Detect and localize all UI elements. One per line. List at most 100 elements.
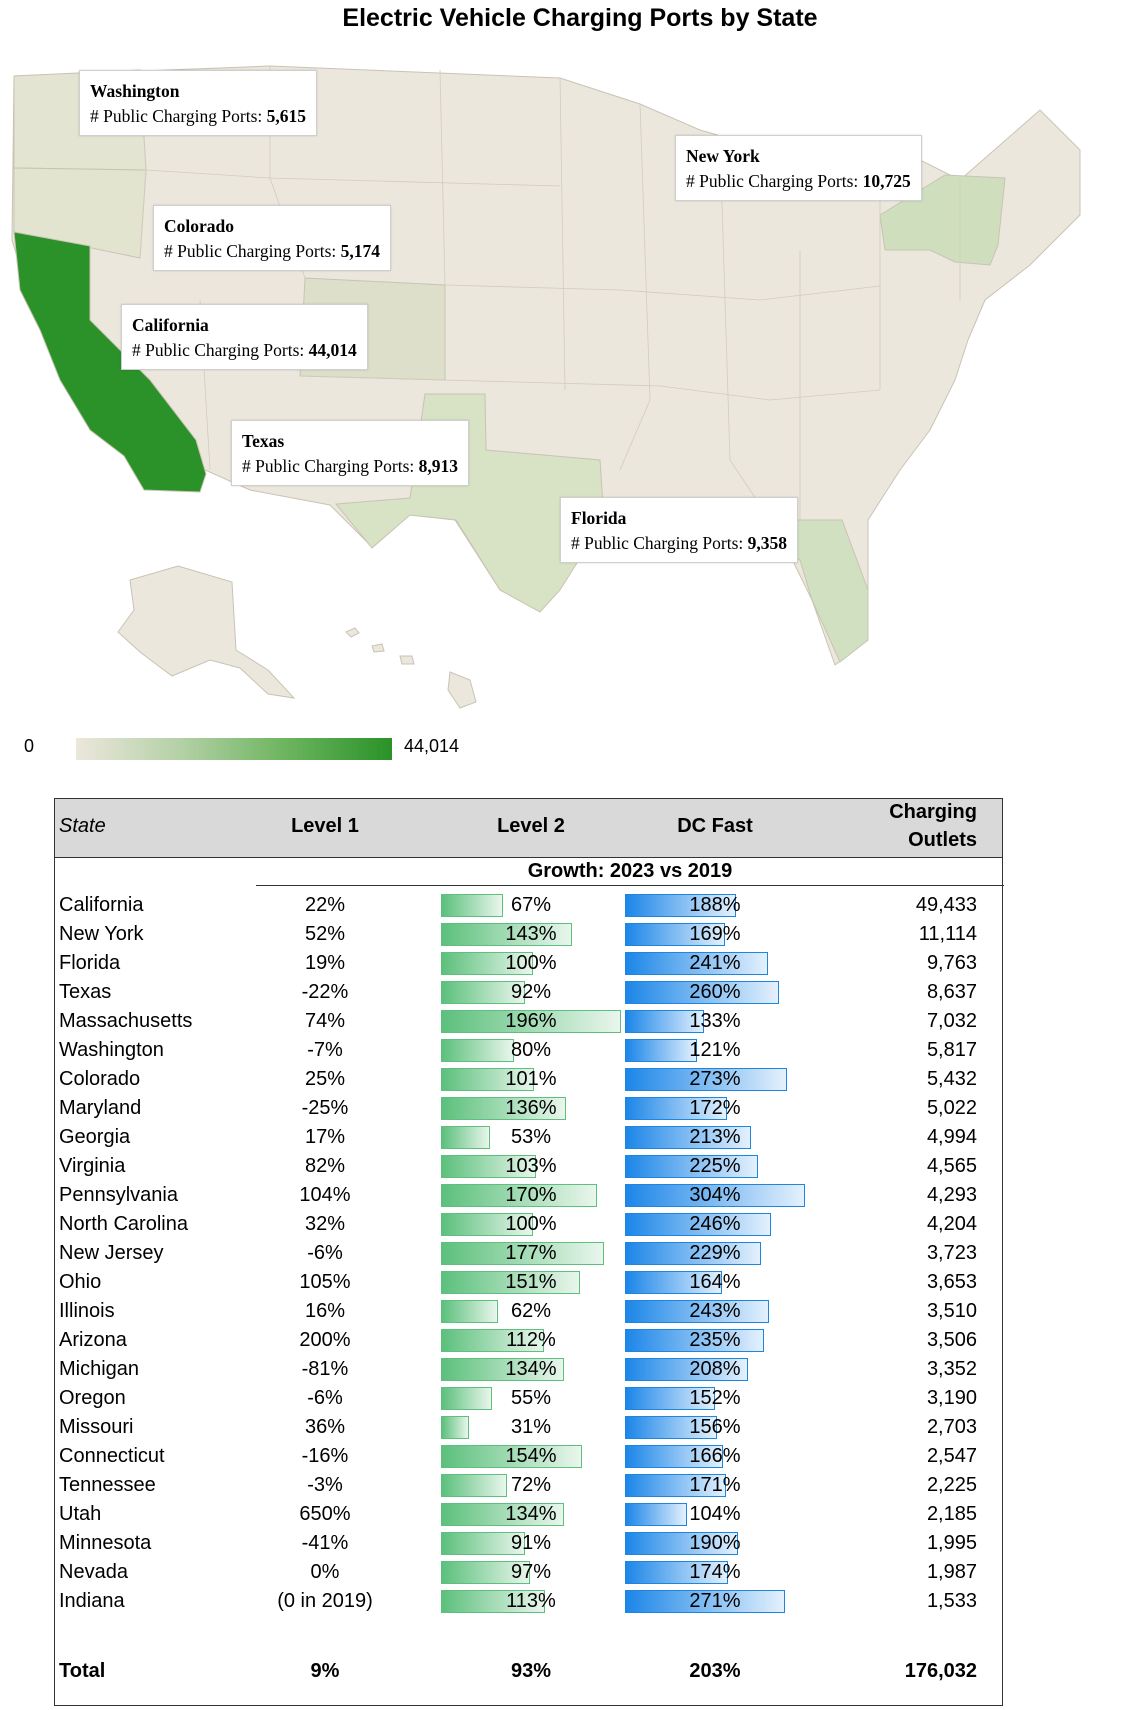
row-state: Texas <box>59 981 112 1003</box>
row-outlets: 2,225 <box>926 1474 977 1496</box>
level2-bar <box>441 981 526 1004</box>
row-level1: -7% <box>307 1039 343 1061</box>
total-level2-cell: 93% <box>441 1657 621 1686</box>
level2-value: 53% <box>510 1126 552 1148</box>
table-row: Virginia 82% 103% 225% 4,565 <box>55 1152 1002 1181</box>
dcfast-bar <box>625 1184 805 1207</box>
level2-bar <box>441 1039 515 1062</box>
row-level1: -3% <box>307 1474 343 1496</box>
dcfast-bar <box>625 1561 729 1584</box>
callout-california: California # Public Charging Ports: 44,0… <box>121 304 368 370</box>
map-state-border <box>439 69 446 286</box>
total-dcfast: 203% <box>689 1660 741 1682</box>
legend-max-label: 44,014 <box>404 736 460 756</box>
row-dcfast-cell: 260% <box>625 978 805 1007</box>
table-row: Utah 650% 134% 104% 2,185 <box>55 1500 1002 1529</box>
row-state: Tennessee <box>59 1474 156 1496</box>
row-state: Ohio <box>59 1271 102 1293</box>
row-level1: 200% <box>299 1329 351 1351</box>
callout-label: # Public Charging Ports: <box>164 241 337 261</box>
row-level2-cell: 136% <box>441 1094 621 1123</box>
level2-value: 112% <box>506 1329 556 1351</box>
table-row: Michigan -81% 134% 208% 3,352 <box>55 1355 1002 1384</box>
row-outlets: 2,703 <box>926 1416 977 1438</box>
map-state-border <box>619 103 651 471</box>
total-level1: 9% <box>310 1660 340 1682</box>
table-row: Washington -7% 80% 121% 5,817 <box>55 1036 1002 1065</box>
row-level2-cell: 177% <box>441 1239 621 1268</box>
row-dcfast-cell: 164% <box>625 1268 805 1297</box>
row-state: New Jersey <box>59 1242 164 1264</box>
total-label: Total <box>59 1660 106 1682</box>
row-level1: 105% <box>299 1271 351 1293</box>
header-dcfast: DC Fast <box>677 815 753 837</box>
header-level2: Level 2 <box>497 815 565 837</box>
dcfast-bar <box>625 1068 787 1091</box>
table-row: North Carolina 32% 100% 246% 4,204 <box>55 1210 1002 1239</box>
row-outlets: 8,637 <box>926 981 977 1003</box>
table-row: Connecticut -16% 154% 166% 2,547 <box>55 1442 1002 1471</box>
row-state: Massachusetts <box>59 1010 193 1032</box>
level2-bar <box>441 1532 525 1555</box>
level2-value: 31% <box>510 1416 552 1438</box>
dcfast-value: 246% <box>689 1213 741 1235</box>
level2-bar <box>441 1474 508 1497</box>
dcfast-bar <box>625 1590 786 1613</box>
row-outlets: 1,987 <box>926 1561 977 1583</box>
dcfast-value: 121% <box>689 1039 741 1061</box>
row-level2-cell: 100% <box>441 1210 621 1239</box>
level2-value: 91% <box>510 1532 552 1554</box>
row-level1: 25% <box>304 1068 346 1090</box>
row-level2-cell: 103% <box>441 1152 621 1181</box>
row-level2-cell: 170% <box>441 1181 621 1210</box>
row-dcfast-cell: 190% <box>625 1529 805 1558</box>
row-outlets: 1,533 <box>926 1590 977 1612</box>
level2-value: 67% <box>510 894 552 916</box>
legend-gradient-bar <box>76 738 392 760</box>
row-dcfast-cell: 171% <box>625 1471 805 1500</box>
dcfast-bar <box>625 1271 723 1294</box>
row-dcfast-cell: 208% <box>625 1355 805 1384</box>
row-state: Virginia <box>59 1155 126 1177</box>
row-dcfast-cell: 271% <box>625 1587 805 1616</box>
row-dcfast-cell: 225% <box>625 1152 805 1181</box>
dcfast-bar <box>625 1155 759 1178</box>
row-outlets: 2,547 <box>926 1445 977 1467</box>
table-row: Minnesota -41% 91% 190% 1,995 <box>55 1529 1002 1558</box>
callout-label: # Public Charging Ports: <box>686 171 859 191</box>
row-state: Oregon <box>59 1387 126 1409</box>
row-level2-cell: 67% <box>441 891 621 920</box>
level2-value: 177% <box>505 1242 557 1264</box>
table-row: Arizona 200% 112% 235% 3,506 <box>55 1326 1002 1355</box>
row-state: Colorado <box>59 1068 141 1090</box>
dcfast-bar <box>625 981 779 1004</box>
row-dcfast-cell: 246% <box>625 1210 805 1239</box>
dcfast-value: 260% <box>689 981 741 1003</box>
table-row: Illinois 16% 62% 243% 3,510 <box>55 1297 1002 1326</box>
level2-bar <box>441 923 573 946</box>
row-level2-cell: 72% <box>441 1471 621 1500</box>
dcfast-value: 171% <box>689 1474 741 1496</box>
row-dcfast-cell: 273% <box>625 1065 805 1094</box>
map-state-border <box>299 375 881 401</box>
growth-subheader: Growth: 2023 vs 2019 <box>256 857 1004 886</box>
callout-state-name: California <box>132 315 209 335</box>
row-outlets: 9,763 <box>926 952 977 974</box>
row-level2-cell: 97% <box>441 1558 621 1587</box>
callout-state-name: Texas <box>242 431 285 451</box>
row-level2-cell: 143% <box>441 920 621 949</box>
dcfast-value: 271% <box>689 1590 741 1612</box>
level2-bar <box>441 1358 565 1381</box>
dcfast-value: 104% <box>689 1503 741 1525</box>
dcfast-bar <box>625 1503 687 1526</box>
level2-value: 170% <box>505 1184 557 1206</box>
level2-bar <box>441 1590 545 1613</box>
row-state: North Carolina <box>59 1213 188 1235</box>
header-level1: Level 1 <box>291 815 359 837</box>
level2-value: 72% <box>510 1474 552 1496</box>
level2-value: 100% <box>505 952 557 974</box>
total-level2: 93% <box>510 1660 552 1682</box>
table-row: California 22% 67% 188% 49,433 <box>55 891 1002 920</box>
row-dcfast-cell: 213% <box>625 1123 805 1152</box>
row-level1: 32% <box>304 1213 346 1235</box>
